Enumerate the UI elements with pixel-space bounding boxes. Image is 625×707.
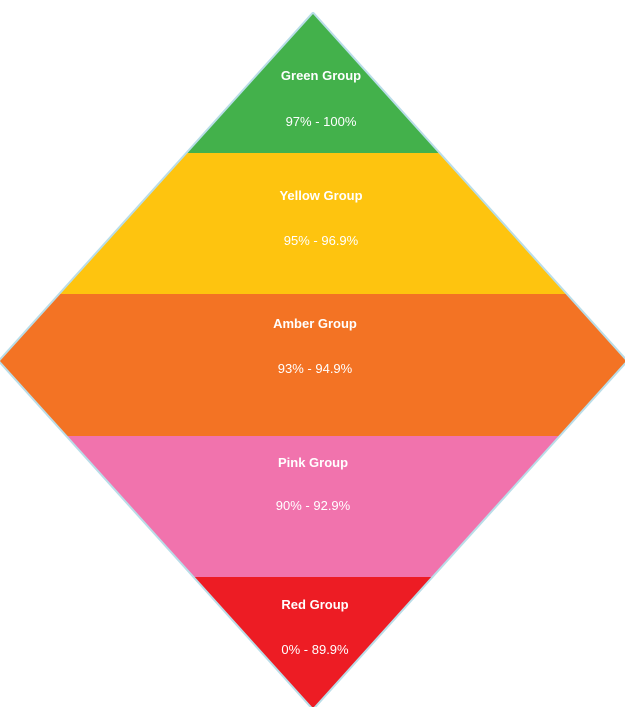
yellow-band <box>0 153 625 294</box>
amber-band-title: Amber Group <box>273 316 357 331</box>
yellow-band-title: Yellow Group <box>279 188 362 203</box>
pink-band-range: 90% - 92.9% <box>276 498 351 513</box>
pink-band-title: Pink Group <box>278 455 348 470</box>
green-band-title: Green Group <box>281 68 361 83</box>
red-band-title: Red Group <box>281 597 348 612</box>
amber-band <box>0 294 625 436</box>
green-band-range: 97% - 100% <box>286 114 357 129</box>
amber-band-range: 93% - 94.9% <box>278 361 353 376</box>
yellow-band-range: 95% - 96.9% <box>284 233 359 248</box>
red-band-range: 0% - 89.9% <box>281 642 349 657</box>
